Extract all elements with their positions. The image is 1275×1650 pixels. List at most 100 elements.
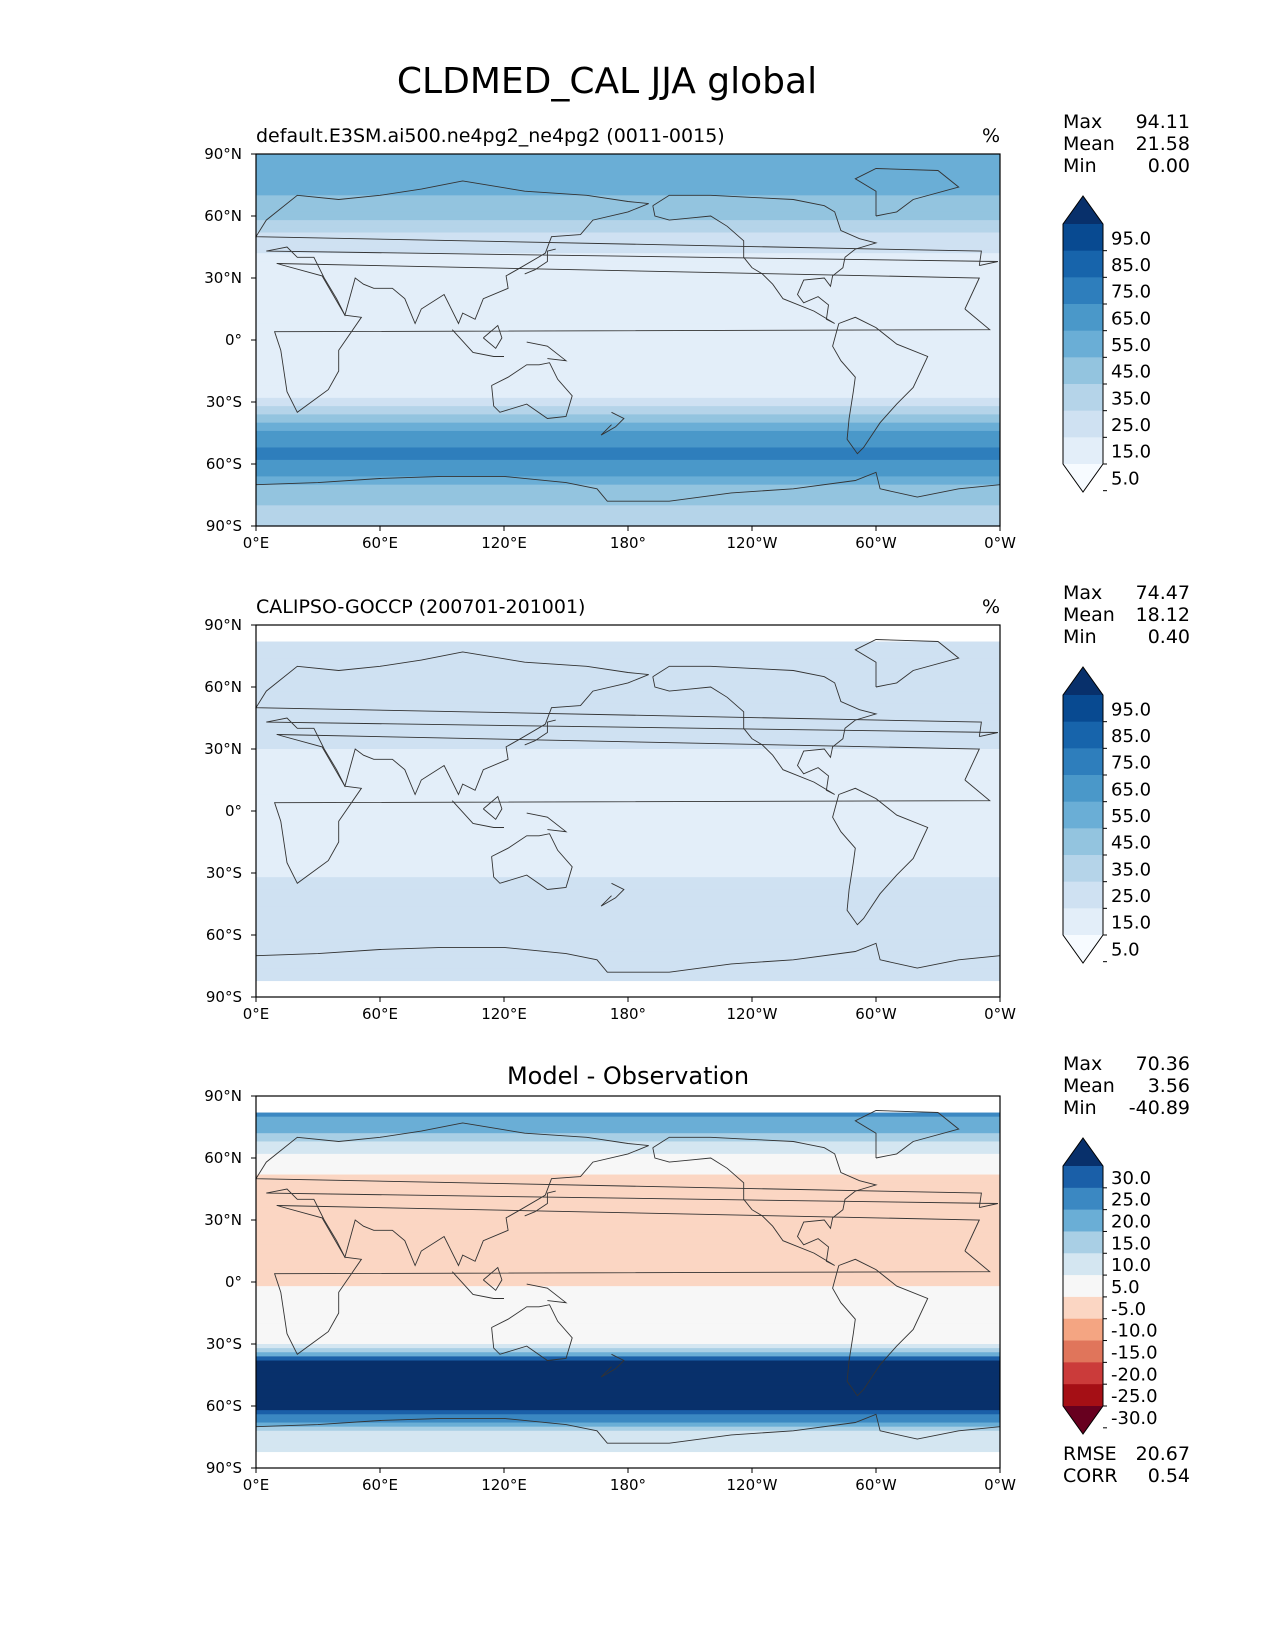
field-band	[256, 1290, 1000, 1295]
colorbar-label: 15.0	[1111, 442, 1151, 463]
field-band	[256, 340, 1000, 345]
coastline	[491, 833, 573, 890]
field-band	[256, 1356, 1000, 1362]
x-tick-label: 120°E	[481, 1476, 527, 1494]
units-label: %	[982, 596, 1000, 618]
colorbar-label: 45.0	[1111, 833, 1151, 854]
colorbar-segment	[1063, 1340, 1103, 1363]
x-tick-label: 120°E	[481, 1005, 527, 1023]
metric-name: RMSE	[1063, 1443, 1117, 1465]
field-band	[256, 418, 1000, 424]
field-band	[256, 653, 1000, 659]
field-band	[256, 1277, 1000, 1283]
field-band	[256, 1406, 1000, 1411]
x-tick-label: 120°W	[727, 534, 778, 552]
coastline	[832, 787, 929, 926]
field-band	[256, 1393, 1000, 1399]
field-band	[256, 1220, 1000, 1225]
x-tick-label: 0°W	[984, 534, 1016, 552]
field-band	[256, 901, 1000, 907]
field-band	[256, 1339, 1000, 1345]
x-tick-label: 180°	[610, 534, 646, 552]
field-band	[256, 740, 1000, 746]
field-band	[256, 435, 1000, 440]
field-band	[256, 1344, 1000, 1349]
coastline	[600, 1353, 625, 1378]
field-band	[256, 360, 1000, 366]
field-band	[256, 232, 1000, 238]
x-tick-label: 0°E	[243, 1476, 270, 1494]
coastline	[451, 800, 504, 828]
field-band	[256, 356, 1000, 362]
field-band	[256, 732, 1000, 738]
field-band	[256, 451, 1000, 457]
colorbar-segment	[1063, 1362, 1103, 1385]
colorbar-label: 65.0	[1111, 308, 1151, 329]
field-band	[256, 893, 1000, 899]
coastline	[854, 168, 960, 217]
y-tick-label: 60°S	[206, 1397, 242, 1415]
field-band	[256, 831, 1000, 837]
colorbar-extend-min	[1063, 464, 1103, 492]
field-band	[256, 166, 1000, 172]
field-band	[256, 306, 1000, 312]
field-band	[256, 649, 1000, 655]
field-band	[256, 699, 1000, 705]
field-band	[256, 724, 1000, 729]
coastline	[652, 1136, 878, 1266]
field-band	[256, 728, 1000, 734]
coastline	[255, 471, 1001, 502]
colorbar-segment	[1063, 437, 1103, 465]
field-band	[256, 282, 1000, 287]
field-band	[256, 484, 1000, 490]
metric-name: CORR	[1063, 1465, 1118, 1487]
colorbar-segment	[1063, 775, 1103, 803]
field-band	[256, 910, 1000, 915]
colorbar-extend-max	[1063, 667, 1103, 695]
field-band	[256, 691, 1000, 696]
colorbar-segment	[1063, 1231, 1103, 1254]
field-band	[256, 513, 1000, 519]
field-band	[256, 265, 1000, 271]
field-band	[256, 1253, 1000, 1258]
x-tick-label: 120°W	[727, 1476, 778, 1494]
coastline	[483, 795, 503, 820]
coastline	[255, 651, 998, 796]
field-band	[256, 868, 1000, 874]
colorbar-extend-max	[1063, 196, 1103, 224]
colorbar-segment	[1063, 330, 1103, 358]
field-band	[256, 344, 1000, 349]
field-band	[256, 823, 1000, 829]
field-band	[256, 1381, 1000, 1386]
stat-value: 3.56	[1148, 1075, 1190, 1097]
field-band	[256, 182, 1000, 188]
colorbar-segment	[1063, 224, 1103, 252]
y-tick-label: 30°S	[206, 393, 242, 411]
field-band	[256, 335, 1000, 341]
field-band	[256, 273, 1000, 279]
field-band	[256, 641, 1000, 647]
field-band	[256, 459, 1000, 465]
field-band	[256, 1261, 1000, 1267]
colorbar-label: 15.0	[1111, 1233, 1151, 1254]
field-band	[256, 1360, 1000, 1366]
colorbar-segment	[1063, 721, 1103, 749]
coastline	[600, 882, 625, 907]
field-band	[256, 170, 1000, 176]
field-band	[256, 976, 1000, 982]
field-band	[256, 381, 1000, 387]
field-band	[256, 873, 1000, 878]
stat-value: 70.36	[1136, 1053, 1190, 1075]
colorbar-segment	[1063, 277, 1103, 305]
field-band	[256, 777, 1000, 783]
field-band	[256, 323, 1000, 329]
x-tick-label: 0°E	[243, 1005, 270, 1023]
field-band	[256, 1401, 1000, 1407]
field-band	[256, 352, 1000, 358]
field-band	[256, 290, 1000, 296]
field-band	[256, 1178, 1000, 1184]
y-tick-label: 90°N	[204, 145, 242, 163]
field-band	[256, 968, 1000, 973]
field-band	[256, 348, 1000, 353]
field-band	[256, 782, 1000, 787]
